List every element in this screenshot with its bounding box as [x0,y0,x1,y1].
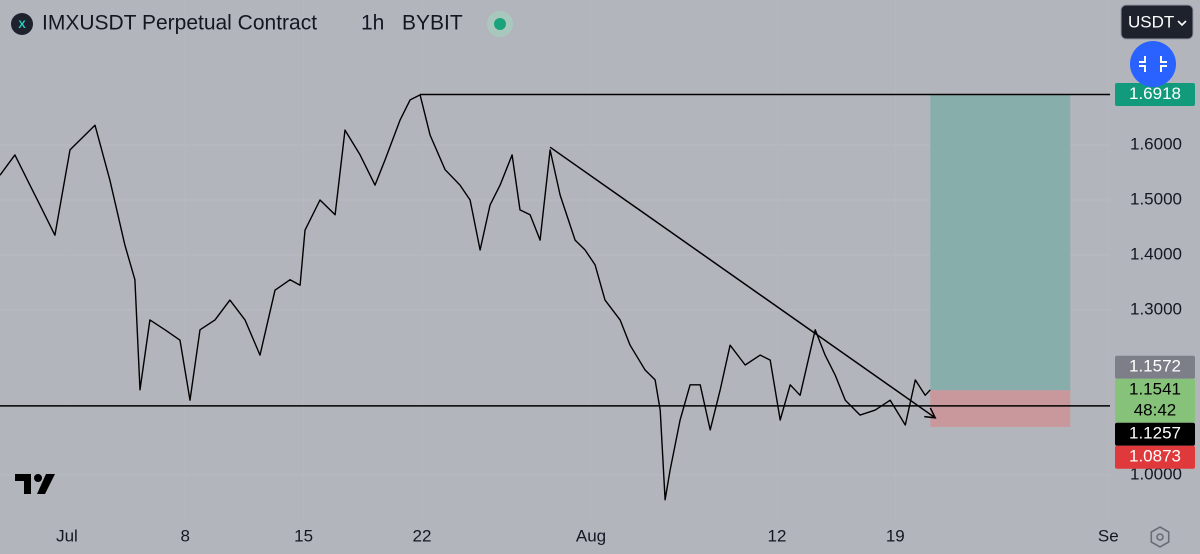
price-label-bg [1115,82,1195,106]
exchange: BYBIT [402,12,463,35]
fullscreen-button[interactable] [1130,41,1176,87]
settings-icon[interactable] [1150,526,1170,548]
trend-line [549,146,936,419]
price-label: 1.1257 [1129,424,1181,443]
symbol-logo-mark: X [18,19,26,31]
trend-arrow-head [924,407,937,419]
price-label-bg [1115,422,1195,446]
stop-zone [930,390,1071,427]
price-label-bg [1115,445,1195,469]
price-label-bg [1115,355,1195,379]
gear-center [1156,533,1164,541]
tv-logo [15,474,55,494]
price-label: 1.1572 [1129,357,1181,376]
logo-part [34,474,42,482]
price-label: 1.0873 [1129,447,1181,466]
x-tick-label: 22 [412,526,431,545]
currency[interactable]: USDT [1128,12,1174,31]
fullscreen-icon [1139,56,1167,72]
symbol-logo [11,13,33,35]
y-tick-label: 1.5000 [1130,189,1182,208]
target-zone [930,94,1071,391]
price-labels: 1.6918 1.1572 1.1541 48:42 1.1257 1.0873 [1115,82,1195,469]
logo-part [15,474,31,494]
price-label: 1.1541 [1129,380,1181,399]
x-tick-label: 19 [886,526,905,545]
plot-area [0,93,1110,501]
interval[interactable]: 1h [361,12,384,35]
y-tick-label: 1.3000 [1130,299,1182,318]
countdown: 48:42 [1134,401,1177,420]
price-line [0,94,931,501]
header: X IMXUSDT Perpetual Contract 1h BYBIT [11,11,513,37]
x-tick-label: 15 [294,526,313,545]
logo-part [37,474,55,494]
dropdown-caret [1177,20,1187,27]
y-tick-label: 1.4000 [1130,244,1182,263]
x-tick-label: Jul [56,526,78,545]
x-tick-label: 12 [768,526,787,545]
y-tick-label: 1.6000 [1130,134,1182,153]
chart-title: IMXUSDT Perpetual Contract [42,12,317,35]
currency-button-bg[interactable] [1120,4,1194,40]
x-tick-label: Se [1098,526,1119,545]
price-label-bg [1115,378,1195,423]
fullscreen-bg[interactable] [1130,41,1176,87]
axes: 1.0000 1.3000 1.4000 1.5000 1.6000 Jul 8 15 22 Au… [56,134,1182,545]
x-tick-label: 8 [181,526,190,545]
status-dot [494,18,506,30]
price-label: 1.6918 [1129,84,1181,103]
y-tick-label: 1.0000 [1130,464,1182,483]
gear-outline[interactable] [1150,526,1170,548]
currency-button[interactable]: USDT [1120,4,1194,40]
x-tick-label: Aug [576,526,606,545]
